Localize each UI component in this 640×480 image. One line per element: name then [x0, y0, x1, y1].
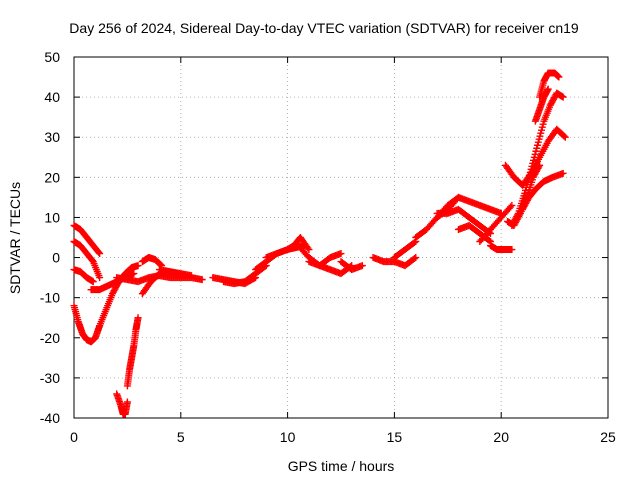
- y-tick-label: 10: [44, 209, 60, 225]
- data-point: [337, 250, 345, 258]
- series-track-2: [70, 221, 104, 258]
- y-tick-label: -40: [40, 410, 60, 426]
- data-point: [130, 270, 138, 278]
- data-point: [134, 314, 142, 322]
- series-track-7: [113, 390, 131, 418]
- data-points: [70, 69, 569, 418]
- series-track-26: [487, 242, 516, 254]
- series-track-33: [531, 85, 552, 125]
- x-tick-label: 25: [600, 429, 616, 445]
- data-point: [513, 211, 521, 219]
- chart-title: Day 256 of 2024, Sidereal Day-to-day VTE…: [69, 20, 579, 36]
- x-axis-label: GPS time / hours: [288, 458, 395, 474]
- data-point: [198, 276, 206, 284]
- data-point: [485, 237, 493, 245]
- series-track-24: [433, 205, 495, 237]
- x-tick-label: 5: [177, 429, 185, 445]
- series-track-28: [501, 125, 569, 189]
- data-point: [535, 163, 543, 171]
- data-point: [305, 246, 313, 254]
- data-point: [410, 239, 418, 247]
- data-point: [95, 249, 103, 257]
- x-tick-label: 15: [387, 429, 403, 445]
- y-tick-label: 50: [44, 49, 60, 65]
- data-point: [508, 246, 516, 254]
- series-track-27: [476, 201, 516, 246]
- data-point: [96, 274, 104, 282]
- series-track-12: [155, 266, 195, 280]
- y-tick-label: 30: [44, 129, 60, 145]
- series-track-1: [70, 302, 104, 346]
- data-point: [507, 203, 515, 211]
- data-point: [134, 262, 142, 270]
- data-point: [412, 254, 420, 262]
- data-point: [410, 255, 418, 263]
- y-tick-label: -30: [40, 370, 60, 386]
- data-point: [187, 272, 195, 280]
- series-track-6: [96, 262, 142, 330]
- series-track-31: [519, 169, 567, 213]
- data-point: [555, 73, 563, 81]
- data-point: [358, 262, 366, 270]
- series-track-19: [337, 258, 366, 274]
- plot-frame: [73, 56, 609, 419]
- series-track-21: [390, 238, 420, 262]
- y-tick-label: -20: [40, 330, 60, 346]
- series-track-16: [262, 242, 309, 262]
- data-point: [96, 250, 104, 258]
- y-tick-label: -10: [40, 290, 60, 306]
- data-point: [561, 133, 569, 141]
- data-point: [123, 398, 131, 406]
- data-point: [544, 85, 552, 93]
- series-track-18: [305, 250, 345, 270]
- series-track-8: [123, 314, 142, 390]
- grid: [74, 57, 608, 418]
- series-track-10: [138, 254, 166, 270]
- data-point: [536, 161, 544, 169]
- data-point: [559, 169, 567, 177]
- series-track-20: [369, 254, 420, 270]
- x-tick-label: 10: [280, 429, 296, 445]
- data-point: [560, 132, 568, 140]
- y-tick-label: 0: [52, 250, 60, 266]
- series-track-32: [536, 69, 563, 101]
- x-axis: 0 5 10 15 20 25: [70, 57, 616, 445]
- y-axis-label: SDTVAR / TECUs: [7, 182, 23, 294]
- series-track-4: [70, 266, 97, 286]
- x-tick-label: 20: [493, 429, 509, 445]
- y-tick-label: 40: [44, 89, 60, 105]
- data-point: [508, 201, 516, 209]
- series-track-30: [508, 89, 567, 229]
- series-track-3: [70, 238, 104, 282]
- x-tick-label: 0: [70, 429, 78, 445]
- data-point: [559, 93, 567, 101]
- data-point: [301, 242, 309, 250]
- data-point: [89, 278, 97, 286]
- y-axis: -40 -30 -20 -10 0 10 20 30 40 50: [40, 49, 608, 426]
- y-tick-label: 20: [44, 169, 60, 185]
